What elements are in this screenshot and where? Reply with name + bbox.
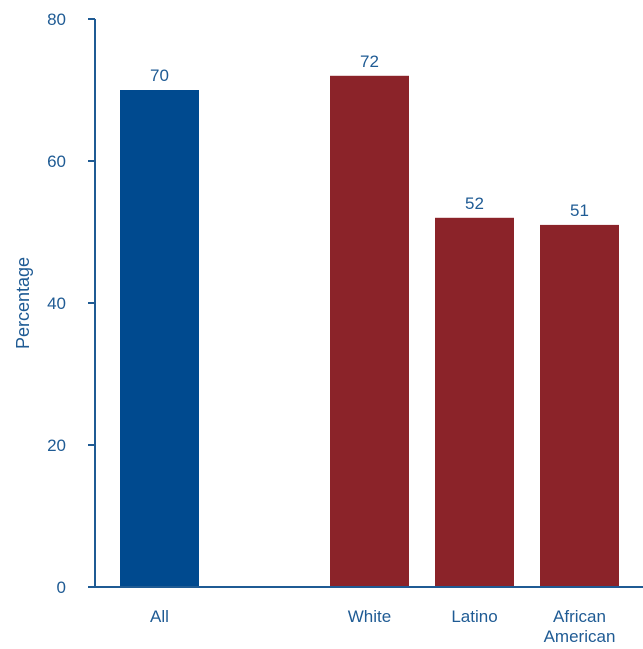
y-tick-label-0: 0 <box>57 578 66 597</box>
bar-african-american <box>540 224 619 587</box>
chart-marks: 0 20 40 60 80 70 72 52 51 All White Latino African Am… <box>47 10 643 646</box>
x-tick-label-white: White <box>348 607 391 626</box>
y-tick-label-40: 40 <box>47 294 66 313</box>
x-tick-label-african-american: African American <box>544 607 616 646</box>
x-tick-label-all: All <box>150 607 169 626</box>
bar-white <box>330 75 409 588</box>
y-tick-label-80: 80 <box>47 10 66 29</box>
y-tick-label-20: 20 <box>47 436 66 455</box>
bar-latino <box>435 217 514 588</box>
data-label-latino: 52 <box>465 194 484 213</box>
data-label-african-american: 51 <box>570 201 589 220</box>
data-label-all: 70 <box>150 66 169 85</box>
data-label-white: 72 <box>360 52 379 71</box>
y-axis-title: Percentage <box>13 257 33 349</box>
bar-all <box>120 90 199 587</box>
y-tick-label-60: 60 <box>47 152 66 171</box>
x-tick-label-latino: Latino <box>451 607 497 626</box>
